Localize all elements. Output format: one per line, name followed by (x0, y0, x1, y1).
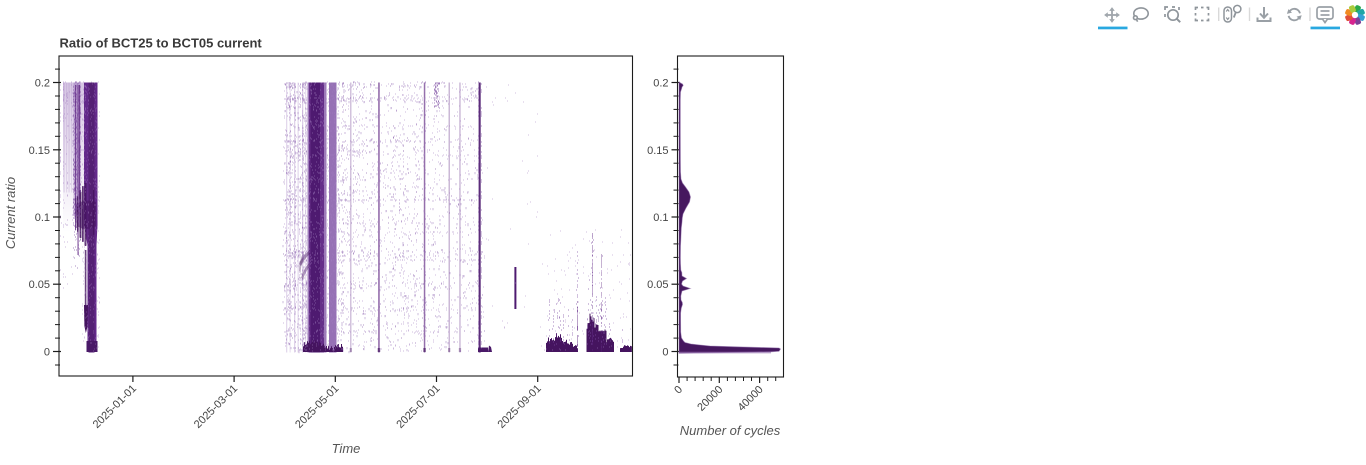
svg-text:20000: 20000 (695, 384, 725, 414)
svg-text:2025-03-01: 2025-03-01 (192, 383, 240, 431)
svg-text:Number of cycles: Number of cycles (680, 423, 781, 438)
svg-text:0.05: 0.05 (647, 279, 668, 291)
svg-text:2025-07-01: 2025-07-01 (394, 383, 442, 431)
svg-text:Time: Time (332, 441, 361, 456)
svg-text:0.15: 0.15 (29, 145, 50, 157)
svg-text:0.2: 0.2 (653, 78, 668, 90)
svg-text:0: 0 (662, 347, 668, 359)
svg-text:0.1: 0.1 (653, 212, 668, 224)
svg-text:0.15: 0.15 (647, 145, 668, 157)
svg-text:2025-09-01: 2025-09-01 (496, 383, 544, 431)
svg-text:Current ratio: Current ratio (3, 177, 18, 249)
svg-text:0: 0 (672, 384, 685, 397)
svg-text:0.05: 0.05 (29, 279, 50, 291)
svg-text:0.2: 0.2 (35, 78, 50, 90)
svg-text:2025-05-01: 2025-05-01 (293, 383, 341, 431)
svg-text:2025-01-01: 2025-01-01 (91, 383, 139, 431)
svg-text:40000: 40000 (736, 384, 766, 414)
svg-text:0: 0 (44, 347, 50, 359)
svg-text:0.1: 0.1 (35, 212, 50, 224)
svg-text:Ratio of BCT25 to BCT05 curren: Ratio of BCT25 to BCT05 current (60, 36, 263, 51)
